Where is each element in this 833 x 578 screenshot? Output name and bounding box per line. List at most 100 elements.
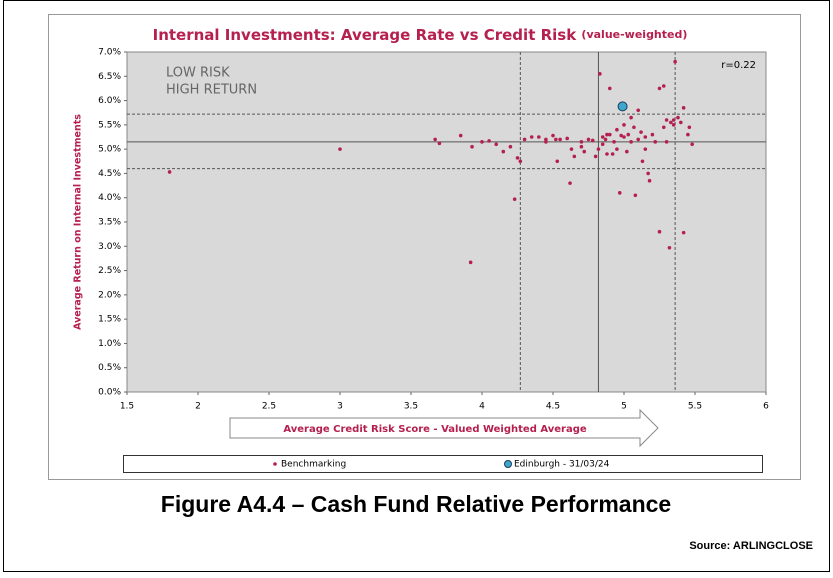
point [625,149,629,154]
point [605,152,609,156]
point [686,132,690,137]
y-tick-label: 5.5% [98,120,121,130]
point [615,147,619,151]
legend [123,455,763,473]
x-tick-label: 5 [621,402,627,412]
point [633,193,638,198]
point [437,141,442,146]
point [518,159,523,164]
point [487,139,491,143]
point [605,132,609,137]
point [579,140,584,144]
point [617,101,628,112]
point [664,118,669,122]
legend-label: Benchmarking [281,460,346,470]
point [494,142,499,147]
point [508,144,513,149]
x-tick-label: 5.5 [688,402,702,412]
legend-label: Edinburgh - 31/03/24 [514,460,610,470]
y-tick-label: 6.0% [98,96,121,106]
source: Source: ARLINGCLOSE [689,540,813,552]
point [622,123,626,127]
point [681,106,686,110]
point [555,159,560,164]
point [636,137,640,142]
point [615,127,619,132]
x-axis-arrow [229,408,659,448]
x-tick-label: 2.5 [262,402,276,412]
point [667,245,672,250]
point [640,159,645,164]
point [600,142,605,147]
point [647,178,652,183]
x-tick-label: 2 [195,402,201,412]
point [537,135,541,139]
point [603,137,608,142]
y-axis-label: Average Return on Internal Investments [73,114,84,330]
point [590,138,595,143]
point [529,135,534,139]
point [586,137,591,142]
point [568,181,572,185]
annotation: HIGH RETURN [166,83,257,98]
point [608,86,612,91]
y-tick-label: 3.5% [98,218,121,228]
x-tick-label: 3 [337,402,343,412]
point [687,125,692,130]
point [664,140,669,144]
point [619,133,623,138]
x-tick-label: 3.5 [404,402,418,412]
y-tick-label: 0.5% [98,363,121,373]
point [593,154,598,159]
point [643,147,648,151]
point [338,147,342,151]
y-tick-label: 5.0% [98,145,121,155]
y-tick-label: 2.5% [98,266,121,276]
point [551,133,555,138]
point [676,115,680,120]
point [679,120,683,125]
point [596,147,601,151]
plot-area [126,51,767,393]
y-tick-label: 2.0% [98,290,121,300]
point [669,120,673,125]
y-tick-label: 4.5% [98,169,121,179]
point [600,135,605,139]
x-tick-label: 1.5 [120,402,134,412]
point [626,132,631,137]
point [480,140,484,144]
point [629,140,633,144]
point [544,140,548,144]
point [565,136,569,141]
point [515,156,520,160]
point [643,135,648,139]
annotation: LOW RISK [166,66,230,81]
point [512,197,517,201]
annotation: r=0.22 [721,60,756,71]
point [661,125,666,130]
x-tick-label: 4 [479,402,485,412]
point [622,135,626,139]
legend-marker [504,460,512,468]
point [690,142,694,147]
point [629,115,633,120]
point [639,130,643,134]
point [569,147,574,151]
point [657,86,662,91]
point [610,152,615,156]
y-tick-label: 7.0% [98,48,121,58]
point [582,149,587,154]
y-tick-label: 1.5% [98,315,121,325]
y-tick-label: 1.0% [98,339,121,349]
chart-title: Internal Investments: Average Rate vs Cr… [153,26,688,44]
point [671,118,676,122]
point [572,154,577,159]
y-tick-label: 3.0% [98,242,121,252]
point [598,72,602,76]
x-tick-label: 4.5 [546,402,560,412]
figure-caption: Figure A4.4 – Cash Fund Relative Perform… [161,491,671,517]
point [653,140,658,144]
point [433,137,437,142]
point [579,144,584,149]
